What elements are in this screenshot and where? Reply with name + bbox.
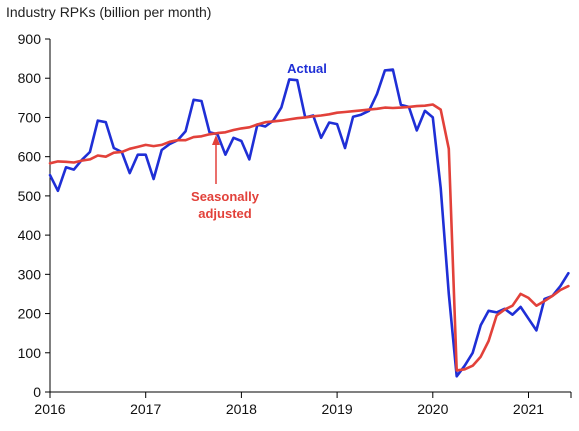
y-tick-label: 100: [18, 345, 42, 361]
axes: 0 100 200 300 400 500 600 700 800 900 2016 2017 2018…: [18, 31, 572, 417]
y-tick-label: 300: [18, 266, 42, 282]
annotation-seasonally-adjusted: adjusted: [198, 206, 252, 221]
annotation-actual: Actual: [287, 61, 327, 76]
x-tick-label: 2016: [34, 401, 65, 417]
y-tick-label: 700: [18, 109, 42, 125]
series-line-seasonally-adjusted: [48, 103, 570, 372]
y-tick-label: 200: [18, 306, 42, 322]
y-tick-label: 400: [18, 227, 42, 243]
series-layer: [48, 68, 570, 378]
annotation-arrow-head: [212, 135, 220, 145]
y-tick-label: 800: [18, 70, 42, 86]
y-tick-label: 500: [18, 188, 42, 204]
y-axis-title: Industry RPKs (billion per month): [6, 4, 212, 20]
y-tick-label: 600: [18, 149, 42, 165]
annotation-layer: Actual Seasonally adjusted: [191, 61, 327, 221]
x-tick-label: 2018: [226, 401, 257, 417]
x-tick-label: 2019: [322, 401, 353, 417]
x-tick-label: 2017: [130, 401, 161, 417]
x-tick-label: 2021: [513, 401, 544, 417]
annotation-seasonally-adjusted: Seasonally: [191, 189, 260, 204]
y-tick-label: 900: [18, 31, 42, 47]
x-tick-label: 2020: [417, 401, 448, 417]
y-tick-label: 0: [33, 384, 41, 400]
